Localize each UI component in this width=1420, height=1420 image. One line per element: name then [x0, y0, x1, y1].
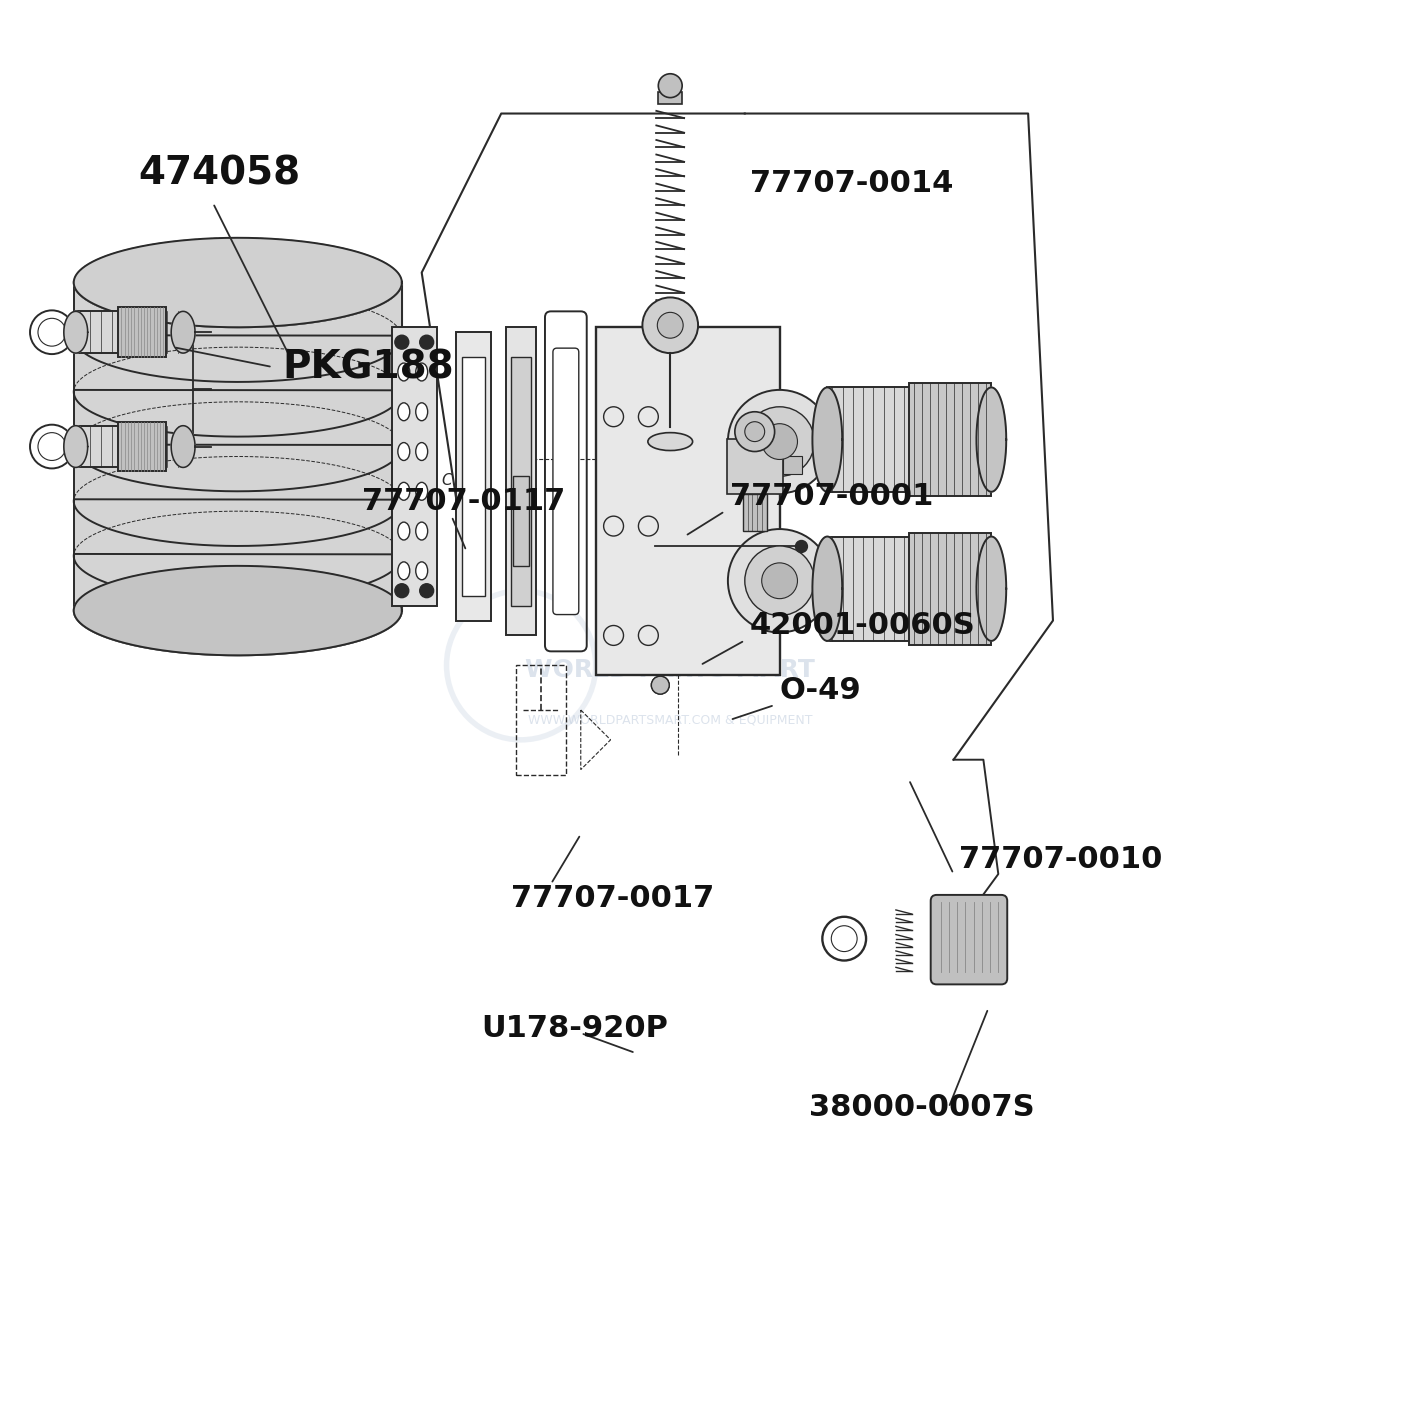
Circle shape [746, 422, 765, 442]
Circle shape [761, 562, 798, 599]
Polygon shape [172, 426, 195, 467]
Text: 38000-0007S: 38000-0007S [809, 1093, 1035, 1122]
Circle shape [30, 311, 74, 354]
Text: 77707-0117: 77707-0117 [362, 487, 565, 515]
Polygon shape [74, 565, 402, 655]
Polygon shape [74, 237, 402, 327]
Bar [659, 92, 682, 104]
Polygon shape [64, 311, 88, 354]
Ellipse shape [416, 403, 427, 420]
Text: 77707-0017: 77707-0017 [511, 885, 714, 913]
Bar [828, 388, 991, 491]
Circle shape [642, 297, 699, 354]
Circle shape [38, 318, 65, 346]
Ellipse shape [398, 364, 410, 381]
Polygon shape [812, 537, 842, 640]
FancyBboxPatch shape [930, 895, 1007, 984]
Circle shape [728, 530, 831, 632]
Bar [743, 494, 767, 531]
Circle shape [795, 541, 808, 552]
Text: O-49: O-49 [780, 676, 862, 704]
Bar [75, 311, 165, 354]
Polygon shape [64, 426, 88, 467]
Bar [392, 327, 436, 605]
Ellipse shape [416, 483, 427, 500]
Bar [513, 476, 530, 565]
Text: PKG188: PKG188 [283, 348, 454, 386]
Text: 474058: 474058 [138, 155, 301, 192]
Circle shape [822, 917, 866, 960]
Ellipse shape [648, 433, 693, 450]
Polygon shape [977, 388, 1007, 491]
Polygon shape [977, 537, 1007, 640]
Circle shape [395, 335, 409, 349]
Ellipse shape [398, 483, 410, 500]
Ellipse shape [416, 523, 427, 540]
Circle shape [659, 74, 682, 98]
Circle shape [420, 335, 433, 349]
Bar [118, 422, 166, 471]
Polygon shape [812, 388, 842, 491]
Text: WORLD PARTS MART: WORLD PARTS MART [525, 659, 815, 682]
Circle shape [746, 545, 815, 615]
Ellipse shape [398, 523, 410, 540]
Ellipse shape [416, 443, 427, 460]
Bar [727, 439, 782, 494]
Bar [75, 426, 165, 467]
Bar [828, 537, 991, 640]
Circle shape [420, 584, 433, 598]
Polygon shape [74, 283, 402, 611]
Bar [506, 327, 535, 635]
Circle shape [657, 312, 683, 338]
Ellipse shape [416, 562, 427, 579]
Ellipse shape [398, 443, 410, 460]
Bar [909, 383, 991, 496]
Circle shape [831, 926, 858, 951]
Circle shape [736, 412, 775, 452]
Polygon shape [172, 311, 195, 354]
Circle shape [652, 676, 669, 694]
Circle shape [652, 676, 669, 694]
Ellipse shape [398, 403, 410, 420]
Circle shape [38, 433, 65, 460]
Circle shape [728, 391, 831, 493]
Ellipse shape [416, 364, 427, 381]
Circle shape [761, 423, 798, 460]
Circle shape [30, 425, 74, 469]
Bar [456, 332, 491, 621]
Bar [595, 327, 780, 674]
Text: 42001-0060S: 42001-0060S [750, 611, 976, 640]
Bar [515, 665, 565, 775]
Text: 77707-0001: 77707-0001 [730, 481, 933, 511]
Bar [782, 456, 802, 474]
Text: C: C [442, 473, 452, 488]
Circle shape [395, 584, 409, 598]
Text: 77707-0010: 77707-0010 [959, 845, 1162, 873]
Text: U178-920P: U178-920P [481, 1014, 669, 1042]
Ellipse shape [398, 562, 410, 579]
Bar [118, 307, 166, 356]
Bar [463, 356, 486, 595]
Text: WWW.WORLDPARTSMART.COM & EQUIPMENT: WWW.WORLDPARTSMART.COM & EQUIPMENT [528, 713, 812, 727]
Text: 77707-0014: 77707-0014 [750, 169, 953, 197]
FancyBboxPatch shape [552, 348, 579, 615]
Bar [909, 532, 991, 645]
Circle shape [746, 406, 815, 476]
Bar [511, 356, 531, 605]
